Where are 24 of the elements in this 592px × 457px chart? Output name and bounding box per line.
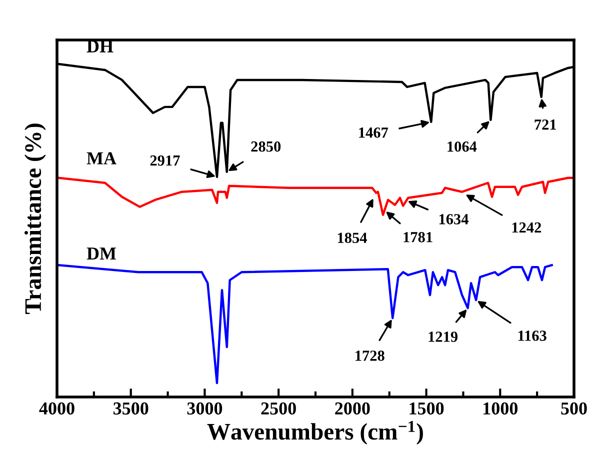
x-tick-label: 1000: [484, 402, 518, 415]
series-label: MA: [86, 152, 116, 164]
annotation: 1242: [512, 222, 542, 233]
x-tick-label: 2000: [335, 402, 370, 415]
x-tick-label: 3500: [113, 402, 148, 415]
annotation: 1781: [404, 232, 432, 242]
x-tick-label: 500: [561, 402, 587, 415]
annotation: 1854: [338, 232, 367, 244]
annotation: 1728: [356, 350, 384, 361]
annotation: 1163: [518, 330, 546, 341]
annotation: 1219: [428, 332, 458, 342]
y-axis-title: Transmittance (%): [24, 124, 46, 314]
annotation: 1467: [359, 127, 388, 138]
series-label: DM: [86, 248, 116, 260]
annotation: 1064: [448, 141, 477, 152]
annotation: 2850: [251, 141, 281, 152]
annotation: 721: [534, 120, 556, 130]
x-axis-title: Wavenumbers (cm$^{−1}$): [207, 421, 423, 445]
x-tick-label: 3000: [187, 402, 222, 415]
annotation: 2917: [150, 155, 180, 166]
x-tick-label: 4000: [39, 402, 74, 415]
x-tick-label: 1500: [410, 402, 444, 415]
annotation: 1634: [439, 214, 468, 224]
x-tick-label: 2500: [261, 402, 296, 415]
